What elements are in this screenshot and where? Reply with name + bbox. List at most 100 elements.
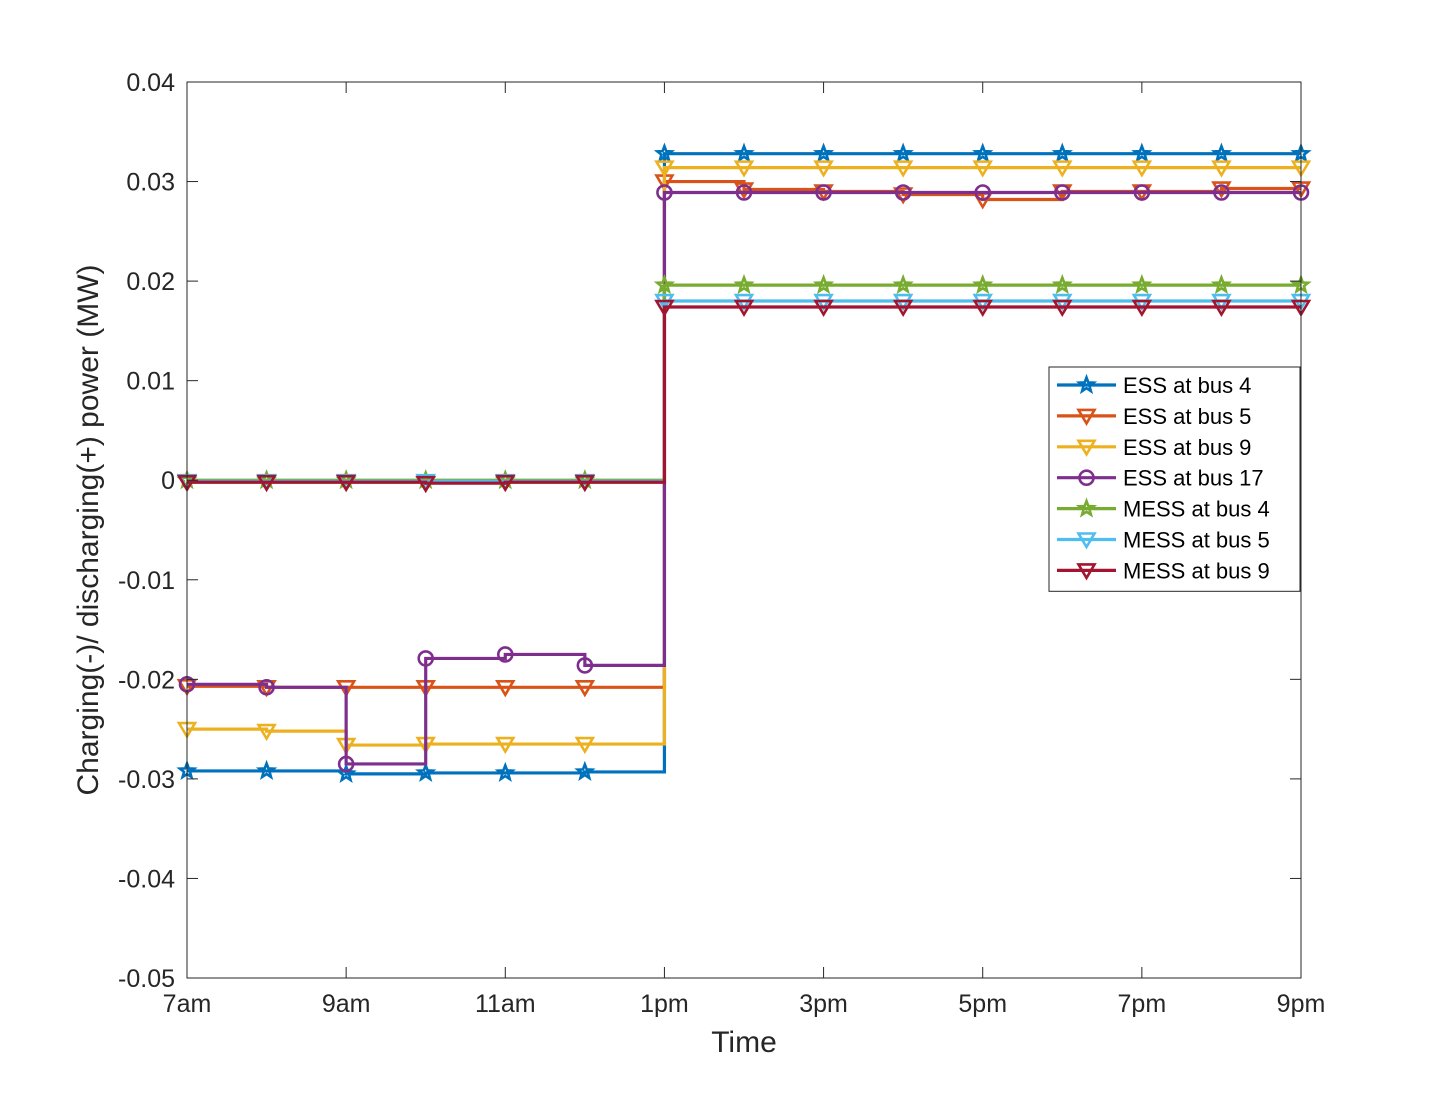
y-tick-label: -0.05: [118, 965, 175, 993]
legend-label: ESS at bus 5: [1123, 404, 1251, 429]
y-tick-label: 0: [161, 467, 175, 495]
data-point: [892, 299, 914, 318]
y-tick-label: -0.03: [118, 766, 175, 794]
data-point: [812, 273, 835, 295]
data-point: [654, 299, 675, 318]
data-point: [656, 184, 673, 201]
legend-label: MESS at bus 9: [1123, 558, 1270, 583]
x-tick-label: 7am: [163, 990, 212, 1018]
data-point: [733, 273, 755, 295]
data-point: [733, 142, 755, 163]
data-point: [812, 142, 835, 163]
data-point: [494, 761, 516, 782]
data-point: [892, 273, 914, 295]
data-point: [813, 160, 834, 178]
data-point: [1131, 142, 1153, 163]
y-tick-label: 0.02: [126, 268, 175, 296]
data-point: [1052, 299, 1073, 318]
x-tick-label: 7pm: [1118, 990, 1167, 1018]
data-point: [735, 184, 753, 201]
legend-swatch-marker: [1076, 408, 1097, 426]
data-point: [974, 184, 992, 201]
plot-box: [186, 81, 1302, 979]
x-tick-label: 5pm: [958, 990, 1007, 1018]
legend-item: ESS at bus 5: [1057, 404, 1251, 429]
data-point: [653, 273, 676, 295]
x-tick-label: 3pm: [799, 990, 848, 1018]
data-point: [337, 755, 355, 773]
data-point: [1210, 142, 1233, 163]
x-tick-label: 9pm: [1277, 990, 1326, 1018]
legend-swatch-marker: [1075, 373, 1098, 395]
legend-item: MESS at bus 5: [1057, 528, 1270, 553]
legend-label: ESS at bus 4: [1123, 373, 1251, 398]
legend-label: MESS at bus 5: [1123, 528, 1270, 553]
legend-swatch-marker: [1076, 563, 1097, 581]
legend-swatch-marker: [1075, 497, 1098, 518]
data-point: [1052, 160, 1073, 178]
data-point: [972, 160, 993, 178]
data-point: [415, 475, 436, 494]
y-tick-label: -0.02: [118, 666, 175, 694]
legend-item: MESS at bus 4: [1057, 497, 1270, 522]
series-1: [176, 142, 1312, 783]
data-point: [815, 184, 832, 201]
data-point: [892, 142, 914, 163]
x-tick-label: 11am: [475, 990, 536, 1018]
y-tick-label: -0.04: [118, 865, 175, 893]
data-point: [1053, 184, 1071, 201]
data-point: [576, 657, 594, 674]
data-point: [415, 761, 437, 782]
data-point: [1213, 184, 1230, 201]
y-axis-label: Charging(-)/ discharging(+) power (MW): [72, 265, 105, 796]
data-point: [417, 650, 435, 667]
data-point: [495, 679, 516, 698]
legend-item: ESS at bus 4: [1057, 373, 1251, 398]
legend-label: MESS at bus 4: [1123, 497, 1270, 522]
legend-item: ESS at bus 9: [1057, 435, 1251, 460]
legend-swatch-marker: [1076, 439, 1097, 457]
data-point: [733, 182, 755, 200]
legend-swatch-marker: [1078, 469, 1095, 487]
data-point: [574, 736, 596, 755]
y-tick-label: 0.03: [126, 169, 175, 197]
series-line: [187, 190, 1301, 766]
data-point: [496, 646, 514, 663]
data-point: [574, 474, 596, 493]
data-point: [1131, 273, 1153, 295]
data-point: [892, 187, 914, 205]
data-point: [1211, 181, 1232, 199]
data-point: [1211, 160, 1232, 178]
legend-item: MESS at bus 9: [1057, 558, 1270, 583]
data-point: [574, 679, 596, 698]
ticks-layer: 7am 9am 11am 1pm 3pm 5pm 7pm 9pm -0.05 -0.04 -0.03…: [118, 69, 1325, 1018]
series-7: [176, 299, 1312, 494]
legend-item: ESS at bus 17: [1057, 466, 1264, 491]
legend: ESS at bus 4 ESS at bus 5 ESS at bus 9 ESS …: [1048, 366, 1301, 592]
x-tick-label: 1pm: [640, 990, 689, 1018]
data-point: [733, 160, 755, 178]
series-line: [187, 305, 1301, 485]
data-point: [1051, 273, 1073, 295]
y-tick-label: 0.01: [126, 368, 175, 396]
y-tick-label: 0.04: [126, 69, 175, 97]
series-line: [187, 152, 1301, 776]
data-point: [654, 160, 675, 178]
legend-swatch-marker: [1076, 532, 1097, 550]
legend-label: ESS at bus 9: [1123, 435, 1251, 460]
data-point: [1133, 184, 1151, 201]
data-point: [892, 160, 914, 178]
data-point: [495, 474, 516, 493]
data-point: [335, 474, 357, 493]
data-point: [1051, 142, 1073, 163]
y-tick-label: -0.01: [118, 567, 175, 595]
legend-label: ESS at bus 17: [1123, 466, 1264, 491]
data-point: [1211, 299, 1232, 318]
data-point: [972, 299, 993, 318]
data-point: [1210, 273, 1233, 295]
x-axis-label: Time: [711, 1026, 777, 1059]
data-point: [258, 678, 275, 696]
data-point: [574, 760, 596, 781]
data-point: [1131, 299, 1153, 318]
